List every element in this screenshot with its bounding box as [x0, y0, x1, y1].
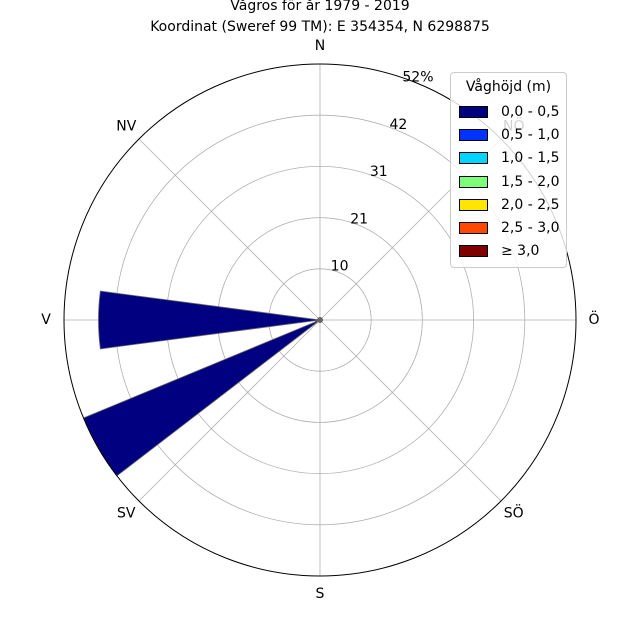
legend-label: 1,0 - 1,5 — [501, 150, 560, 167]
legend-swatch — [459, 128, 488, 141]
legend-swatch — [459, 175, 488, 188]
chart-title: Vågros för år 1979 - 2019 — [230, 0, 410, 14]
legend-title: Våghöjd (m) — [465, 79, 552, 95]
direction-label: SÖ — [504, 504, 524, 522]
legend-swatch — [459, 198, 488, 211]
polar-frame — [63, 63, 577, 577]
grid-spoke — [138, 319, 321, 502]
grid-spoke — [319, 319, 502, 502]
radial-tick-label: 21 — [350, 211, 368, 227]
legend-entry: 1,0 - 1,5 — [459, 147, 560, 170]
legend-entry: ≥ 3,0 — [459, 240, 558, 263]
radial-tick-label: 52% — [402, 69, 433, 85]
legend: Våghöjd (m) 0,0 - 0,5 0,5 - 1,0 1,0 - 1,5 1… — [450, 72, 567, 268]
legend-entry: 1,5 - 2,0 — [459, 170, 560, 193]
radial-tick-label: 10 — [331, 259, 349, 275]
direction-label: Ö — [588, 310, 599, 328]
chart-subtitle: Koordinat (Sweref 99 TM): E 354354, N 62… — [150, 19, 490, 35]
legend-entry: 0,0 - 0,5 — [459, 100, 560, 123]
legend-label: 0,0 - 0,5 — [501, 103, 560, 120]
polar-grid — [64, 64, 576, 576]
grid-spoke — [138, 138, 321, 321]
direction-label: SV — [117, 506, 136, 522]
legend-label: 2,0 - 2,5 — [501, 196, 560, 213]
legend-swatch — [459, 245, 488, 258]
legend-entries: 0,0 - 0,5 0,5 - 1,0 1,0 - 1,5 1,5 - 2,0 2,0 … — [459, 100, 560, 263]
legend-label: ≥ 3,0 — [501, 243, 540, 260]
rose-bars — [82, 290, 323, 477]
direction-label: S — [316, 586, 325, 602]
legend-swatch — [459, 105, 488, 118]
legend-swatch — [459, 222, 488, 235]
direction-label: V — [41, 312, 51, 328]
rose-bar-270 — [98, 290, 321, 350]
radial-tick-label: 31 — [370, 164, 388, 180]
direction-label: N — [315, 38, 325, 54]
legend-label: 2,5 - 3,0 — [501, 220, 560, 237]
radial-tick-label: 42 — [389, 117, 407, 133]
direction-label: NV — [116, 118, 136, 134]
legend-entry: 0,5 - 1,0 — [459, 123, 560, 146]
legend-label: 0,5 - 1,0 — [501, 126, 560, 143]
legend-entry: 2,5 - 3,0 — [459, 216, 560, 239]
legend-entry: 2,0 - 2,5 — [459, 193, 560, 216]
legend-swatch — [459, 152, 488, 165]
polar-labels: NNÖÖSÖSSVVNV1021314252% — [41, 38, 599, 602]
rose-bar-345 — [318, 317, 321, 321]
legend-label: 1,5 - 2,0 — [501, 173, 560, 190]
